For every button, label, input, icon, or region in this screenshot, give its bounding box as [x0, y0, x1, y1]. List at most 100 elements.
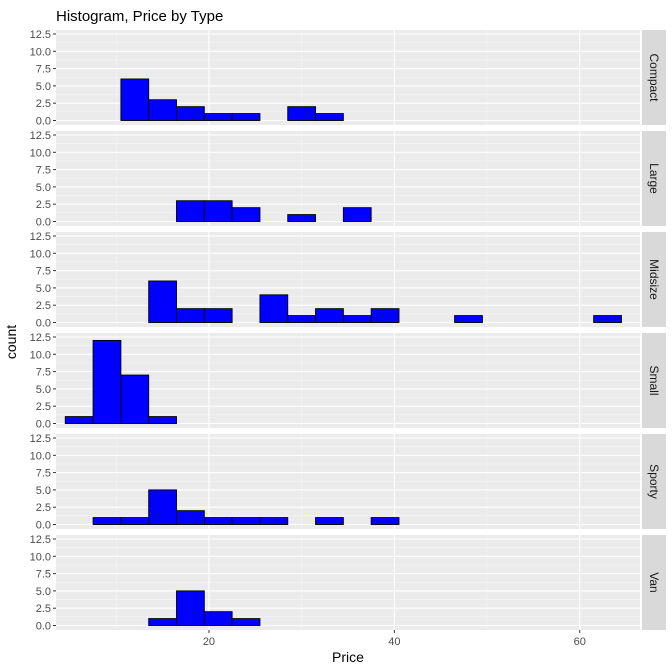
histogram-bar	[120, 374, 150, 424]
histogram-bar	[203, 200, 233, 222]
chart-title: Histogram, Price by Type	[56, 8, 223, 25]
histogram-bar	[231, 113, 261, 121]
y-tick-label: 2.5	[36, 502, 51, 514]
x-tick-label: 60	[574, 636, 586, 648]
histogram-bar	[120, 517, 150, 525]
histogram-bar	[315, 113, 344, 121]
y-tick-label: 10.0	[30, 46, 51, 58]
histogram-bar	[203, 113, 233, 121]
bars-van	[148, 590, 261, 626]
facet-strip-label: Small	[647, 365, 661, 395]
y-tick-label: 2.5	[36, 199, 51, 211]
y-tick-label: 2.5	[36, 300, 51, 312]
histogram-bar	[259, 517, 289, 525]
facet-strip-label: Large	[647, 163, 661, 194]
y-tick-label: 10.0	[30, 248, 51, 260]
facet-strip-label: Compact	[647, 53, 661, 102]
y-tick-label: 12.5	[30, 332, 51, 344]
y-tick-label: 7.5	[36, 266, 51, 278]
histogram-bar	[203, 308, 233, 323]
y-tick-label: 0.0	[36, 621, 51, 633]
facet-strip	[642, 333, 666, 428]
y-tick-label: 7.5	[36, 468, 51, 480]
histogram-bar	[231, 207, 261, 222]
y-tick-label: 2.5	[36, 603, 51, 615]
histogram-bar	[370, 308, 400, 323]
histogram-bar	[203, 517, 233, 525]
facet-panel-compact: 0.0 2.5 5.0 7.5 10.0 12.5 Compact	[30, 29, 666, 128]
x-axis: 20 40 60	[203, 630, 586, 648]
y-tick-label: 10.0	[30, 349, 51, 361]
facet-strip	[642, 232, 666, 327]
y-tick-label: 12.5	[30, 534, 51, 546]
facet-panel-midsize: 0.0 2.5 5.0 7.5 10.0 12.5 Midsize	[30, 231, 666, 330]
histogram-bar	[92, 517, 122, 525]
y-tick-label: 12.5	[30, 433, 51, 445]
histogram-bar	[148, 489, 177, 525]
y-tick-label: 7.5	[36, 367, 51, 379]
histogram-bar	[287, 214, 317, 222]
y-tick-label: 5.0	[36, 81, 51, 93]
histogram-bar	[92, 340, 122, 424]
y-tick-label: 5.0	[36, 283, 51, 295]
facet-strip	[642, 131, 666, 226]
histogram-bar	[176, 590, 205, 626]
y-tick-label: 0.0	[36, 419, 51, 431]
histogram-bar	[287, 106, 317, 121]
y-tick-label: 5.0	[36, 182, 51, 194]
facet-strip-label: Van	[647, 572, 661, 592]
histogram-bar	[231, 517, 261, 525]
facet-strip	[642, 535, 666, 630]
facet-panel-sporty: 0.0 2.5 5.0 7.5 10.0 12.5 Sporty	[30, 433, 666, 532]
histogram-bar	[370, 517, 400, 525]
bars-large	[176, 200, 372, 222]
facet-panel-small: 0.0 2.5 5.0 7.5 10.0 12.5 Small	[30, 332, 666, 431]
histogram-bar	[231, 618, 261, 626]
facet-strip	[642, 434, 666, 529]
x-tick-label: 40	[388, 636, 400, 648]
x-axis-title: Price	[332, 649, 364, 665]
y-tick-label: 5.0	[36, 384, 51, 396]
y-tick-label: 5.0	[36, 485, 51, 497]
histogram-bar	[593, 315, 622, 323]
y-axis-title: count	[3, 325, 19, 359]
y-tick-label: 0.0	[36, 520, 51, 532]
histogram-bar	[342, 207, 372, 222]
bars-compact	[120, 78, 344, 121]
y-tick-label: 2.5	[36, 98, 51, 110]
y-tick-label: 0.0	[36, 318, 51, 330]
histogram-bar	[148, 618, 177, 626]
histogram-bar	[287, 315, 317, 323]
histogram-bar	[259, 294, 289, 323]
y-tick-label: 0.0	[36, 217, 51, 229]
y-tick-label: 12.5	[30, 130, 51, 142]
y-tick-label: 12.5	[30, 29, 51, 41]
histogram-bar	[315, 517, 344, 525]
x-tick-label: 20	[203, 636, 215, 648]
y-tick-label: 7.5	[36, 165, 51, 177]
facet-panel-large: 0.0 2.5 5.0 7.5 10.0 12.5 Large	[30, 130, 666, 229]
histogram-bar	[176, 106, 205, 121]
histogram-bar	[64, 416, 94, 424]
bars-small	[64, 340, 177, 424]
y-tick-label: 2.5	[36, 401, 51, 413]
histogram-bar	[176, 308, 205, 323]
facet-strip-label: Sporty	[647, 464, 661, 499]
y-tick-label: 12.5	[30, 231, 51, 243]
y-tick-label: 10.0	[30, 551, 51, 563]
histogram-bar	[148, 99, 177, 121]
histogram-bar	[148, 416, 177, 424]
histogram-bar	[203, 611, 233, 626]
histogram-bar	[454, 315, 483, 323]
y-tick-label: 5.0	[36, 586, 51, 598]
facet-panel-van: 0.0 2.5 5.0 7.5 10.0 12.5 Van	[30, 534, 666, 633]
y-tick-label: 7.5	[36, 569, 51, 581]
bars-sporty	[92, 489, 400, 525]
facet-strip	[642, 30, 666, 125]
facet-panels: 0.0 2.5 5.0 7.5 10.0 12.5 Compact 0.0 2.5 5.0 7.5 1…	[30, 29, 666, 633]
histogram-bar	[315, 308, 344, 323]
histogram-bar	[120, 78, 150, 121]
y-tick-label: 7.5	[36, 64, 51, 76]
y-tick-label: 0.0	[36, 116, 51, 128]
